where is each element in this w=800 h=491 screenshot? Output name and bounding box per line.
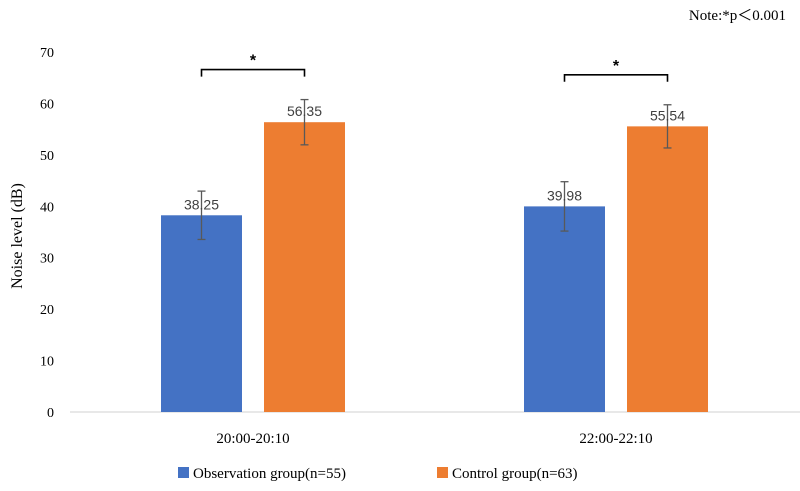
y-tick-label: 40 <box>40 200 54 215</box>
significance-star: * <box>613 58 620 75</box>
bar <box>161 215 242 412</box>
bar <box>264 122 345 412</box>
x-category-label: 22:00-22:10 <box>579 431 652 447</box>
legend-swatch <box>178 467 189 478</box>
y-tick-label: 50 <box>40 149 54 164</box>
data-label: 38.25 <box>184 196 219 212</box>
data-label: 55.54 <box>650 107 685 123</box>
legend-label: Observation group(n=55) <box>193 466 346 482</box>
significance-bracket <box>200 68 306 77</box>
significance-note: Note:*p＜0.001 <box>689 8 786 24</box>
legend: Observation group(n=55) Control group(n=6… <box>178 466 578 482</box>
data-label: 56.35 <box>287 103 322 119</box>
y-axis-label: Noise level (dB) <box>9 183 26 289</box>
legend-swatch <box>437 467 448 478</box>
y-tick-label: 60 <box>40 97 54 112</box>
y-tick-label: 0 <box>47 406 54 421</box>
x-axis-categories: 20:00-20:10 22:00-22:10 <box>216 431 652 447</box>
bar <box>524 206 605 412</box>
bar <box>627 126 708 412</box>
y-tick-label: 30 <box>40 252 54 267</box>
legend-label: Control group(n=63) <box>452 466 578 482</box>
y-tick-label: 70 <box>40 46 54 61</box>
bars-group: 38.25 56.35 * 39.98 55.54 * <box>161 53 708 412</box>
significance-star: * <box>250 53 257 70</box>
significance-bracket <box>563 73 669 82</box>
x-category-label: 20:00-20:10 <box>216 431 289 447</box>
y-axis-ticks: 0 10 20 30 40 50 60 70 <box>40 46 54 421</box>
data-label: 39.98 <box>547 187 582 203</box>
y-tick-label: 10 <box>40 355 54 370</box>
y-tick-label: 20 <box>40 303 54 318</box>
